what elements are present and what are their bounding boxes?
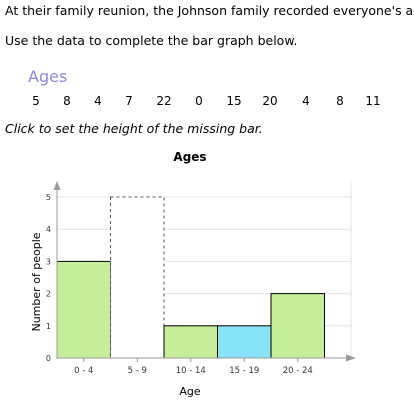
missing-bar-target[interactable] [110,196,165,359]
x-tick-label: 20 - 24 [283,366,313,376]
x-tick-label: 0 - 4 [74,366,93,376]
age-value: 20 [262,94,278,108]
age-value: 15 [226,94,242,108]
bar [217,325,272,359]
bar [163,325,218,359]
y-tick-label: 4 [46,225,51,234]
age-value: 8 [63,94,71,108]
age-value: 7 [125,94,133,108]
ages-title: Ages [28,67,68,86]
chart-labels: Ages 0 1 2 3 4 5 0 - 4 5 - 9 10 - 14 15 - 19 20 - 2… [30,150,313,398]
y-tick-label: 3 [46,257,51,266]
ages-list: 5 8 4 7 22 0 15 20 4 8 11 [0,94,414,110]
y-tick-label: 2 [46,290,51,299]
instruction-text: Use the data to complete the bar graph b… [5,33,298,48]
x-tick-label: 5 - 9 [128,366,147,376]
y-axis-arrow [53,181,61,190]
y-tick-label: 5 [46,193,51,202]
intro-text: At their family reunion, the Johnson fam… [5,3,414,18]
age-value: 8 [336,94,344,108]
age-value: 4 [94,94,102,108]
bar [270,293,325,359]
y-tick-label: 0 [46,354,51,363]
x-axis-label: Age [179,385,201,398]
age-value: 22 [156,94,172,108]
x-axis-arrow [346,354,356,362]
age-value: 11 [365,94,381,108]
age-value: 5 [32,94,40,108]
y-axis-label: Number of people [30,232,43,331]
x-tick-label: 10 - 14 [176,366,206,376]
age-value: 4 [302,94,310,108]
y-tick-label: 1 [46,322,51,331]
x-tick-label: 15 - 19 [229,366,259,376]
chart-axes [53,181,356,362]
chart-title: Ages [173,150,206,164]
chart-bars [56,196,325,359]
hint-text: Click to set the height of the missing b… [5,121,263,136]
bar [56,260,111,359]
age-value: 0 [195,94,203,108]
